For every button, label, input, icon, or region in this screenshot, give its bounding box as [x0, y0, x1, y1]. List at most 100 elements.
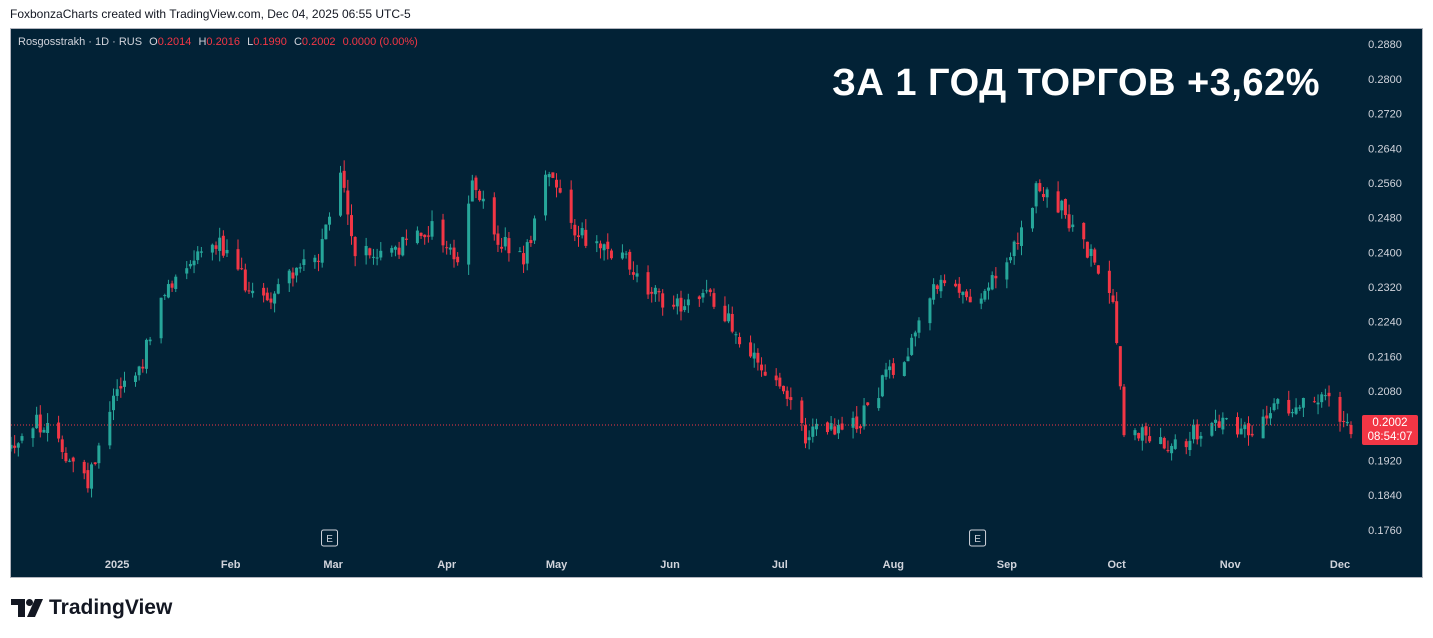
candle: [803, 417, 807, 449]
candle: [653, 285, 657, 302]
candle: [324, 224, 328, 240]
candle: [225, 239, 229, 258]
candlestick-chart[interactable]: 0.2880 0.2800 0.2720 0.2640 0.2560 0.2480 0.24…: [11, 29, 1422, 577]
candle: [122, 371, 126, 393]
candle: [426, 226, 430, 243]
candle: [1034, 181, 1038, 214]
candle: [738, 332, 742, 348]
candle: [1239, 418, 1243, 435]
candle: [1323, 388, 1327, 401]
candle: [133, 372, 137, 387]
candle: [522, 245, 526, 273]
candle: [470, 174, 474, 202]
candle: [1071, 214, 1075, 232]
candle: [108, 401, 112, 450]
candle: [251, 282, 255, 298]
close-value: 0.2002: [301, 36, 336, 48]
candle: [858, 424, 862, 434]
candle: [939, 275, 943, 298]
candle: [328, 212, 332, 231]
y-tick-label-6: 0.2400: [1368, 247, 1402, 259]
candle: [90, 462, 94, 498]
candle: [1005, 257, 1009, 289]
candle: [880, 374, 884, 398]
candle: [917, 317, 921, 339]
high-label: H: [198, 36, 207, 48]
candle: [544, 170, 548, 221]
candle: [1173, 434, 1177, 450]
candle: [679, 290, 683, 321]
candle: [295, 267, 299, 283]
candle: [595, 235, 599, 253]
candle: [456, 252, 460, 266]
candle: [866, 402, 870, 407]
y-tick-label-5: 0.2480: [1368, 213, 1402, 225]
candle: [1115, 292, 1119, 345]
candle: [1272, 398, 1276, 412]
candle: [983, 288, 987, 302]
candle: [602, 243, 606, 261]
candle: [990, 271, 994, 291]
candle: [906, 347, 910, 362]
candle: [35, 406, 39, 429]
candle: [935, 284, 939, 294]
open-label: O: [149, 36, 158, 48]
candle: [855, 406, 859, 433]
candle: [170, 280, 174, 292]
candle: [1221, 412, 1225, 435]
candle: [763, 364, 767, 377]
candle: [1250, 425, 1254, 438]
candle: [1140, 423, 1144, 451]
x-tick-label-2: Mar: [323, 559, 343, 571]
tradingview-logo-icon: [11, 599, 43, 617]
earnings-marker-1[interactable]: E: [969, 529, 987, 547]
candle: [1096, 265, 1100, 275]
headline-annotation: ЗА 1 ГОД ТОРГОВ +3,62%: [832, 62, 1320, 104]
tradingview-logo[interactable]: TradingView: [11, 596, 172, 620]
candle: [1170, 443, 1174, 461]
candle: [1159, 427, 1163, 445]
candle: [503, 227, 507, 251]
open-value: 0.2014: [157, 36, 192, 48]
candle: [353, 236, 357, 267]
candle: [994, 267, 998, 289]
candle: [71, 456, 75, 473]
candle: [496, 225, 500, 253]
candle: [46, 413, 50, 442]
candle: [287, 268, 291, 292]
candle: [379, 242, 383, 261]
candle: [814, 418, 818, 436]
candle: [1093, 247, 1097, 265]
candle: [631, 261, 635, 280]
y-tick-label-3: 0.2640: [1368, 143, 1402, 155]
candle: [247, 281, 251, 294]
symbol-legend[interactable]: Rosgosstrakh · 1D · RUS O0.2014 H0.2016 …: [18, 36, 418, 48]
candle: [320, 228, 324, 268]
x-tick-label-1: Feb: [221, 559, 241, 571]
candle: [675, 293, 679, 315]
candle: [13, 435, 17, 454]
candle: [291, 267, 295, 287]
earnings-marker-0[interactable]: E: [321, 529, 339, 547]
candle: [1294, 398, 1298, 415]
candle: [628, 249, 632, 276]
x-tick-label-9: Oct: [1108, 559, 1127, 571]
candle: [467, 195, 471, 275]
candle: [1236, 412, 1240, 438]
candle: [829, 415, 833, 431]
candle: [196, 246, 200, 265]
candle: [1210, 421, 1214, 437]
candle: [478, 189, 482, 202]
candle: [778, 372, 782, 389]
candle: [1137, 432, 1141, 442]
candle: [214, 241, 218, 255]
candle: [1345, 413, 1349, 427]
candle: [884, 362, 888, 380]
candle: [236, 239, 240, 271]
candle: [657, 288, 661, 302]
chart-panel[interactable]: 0.2880 0.2800 0.2720 0.2640 0.2560 0.2480 0.24…: [10, 28, 1423, 578]
candle: [1166, 440, 1170, 453]
candle: [339, 165, 343, 218]
candle: [163, 293, 167, 301]
